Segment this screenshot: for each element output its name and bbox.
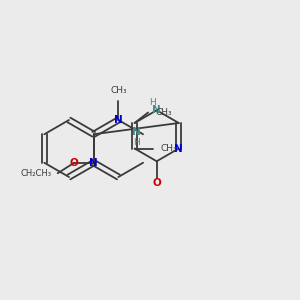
Text: N: N (152, 105, 161, 115)
Text: N: N (89, 158, 98, 168)
Text: H: H (149, 98, 156, 107)
Text: O: O (152, 178, 161, 188)
Text: CH₃: CH₃ (156, 108, 172, 117)
Text: H: H (133, 138, 140, 147)
Text: CH₃: CH₃ (161, 144, 178, 153)
Text: O: O (70, 158, 79, 168)
Text: CH₃: CH₃ (110, 86, 127, 95)
Text: N: N (114, 115, 123, 125)
Text: CH₂CH₃: CH₂CH₃ (21, 169, 52, 178)
Text: N: N (132, 127, 141, 137)
Text: N: N (174, 143, 183, 154)
